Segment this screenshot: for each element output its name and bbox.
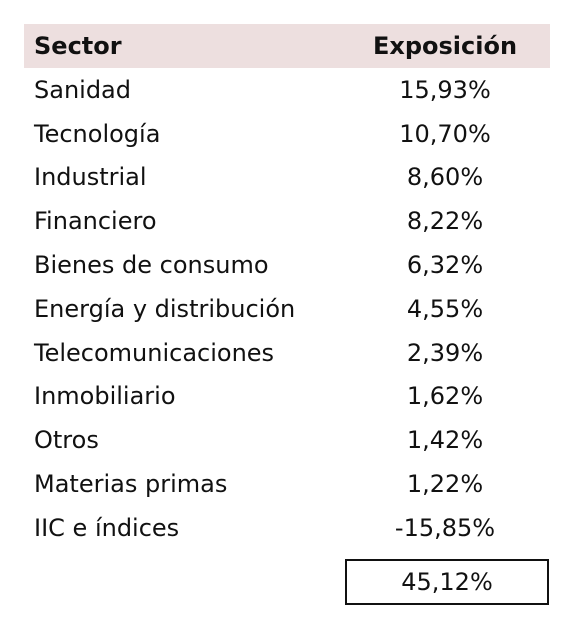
- table-row: IIC e índices -15,85%: [24, 506, 550, 550]
- table-header: Sector Exposición: [24, 24, 550, 68]
- table-row: Inmobiliario 1,62%: [24, 375, 550, 419]
- table-row: Industrial 8,60%: [24, 156, 550, 200]
- total-exposure-box: 45,12%: [345, 558, 549, 605]
- sector-exposure-table: Sector Exposición Sanidad 15,93% Tecnolo…: [24, 24, 550, 605]
- exposure-value: 8,60%: [406, 163, 484, 192]
- exposure-value: 1,42%: [406, 426, 484, 455]
- table-row: Materias primas 1,22%: [24, 462, 550, 506]
- sector-name: Energía y distribución: [34, 294, 296, 323]
- header-exposure: Exposición: [372, 32, 518, 60]
- exposure-value: 2,39%: [406, 338, 484, 367]
- table-row: Otros 1,42%: [24, 418, 550, 462]
- sector-name: Sanidad: [34, 75, 131, 104]
- table-row: Sanidad 15,93%: [24, 68, 550, 112]
- sector-name: IIC e índices: [34, 513, 180, 542]
- table-row: Telecomunicaciones 2,39%: [24, 331, 550, 375]
- table-row: Bienes de consumo 6,32%: [24, 243, 550, 287]
- exposure-value: 6,32%: [406, 251, 484, 280]
- sector-name: Inmobiliario: [34, 382, 176, 411]
- exposure-value: 8,22%: [406, 207, 484, 236]
- sector-name: Bienes de consumo: [34, 251, 269, 280]
- header-sector: Sector: [34, 32, 122, 60]
- sector-name: Financiero: [34, 207, 157, 236]
- exposure-value: 1,62%: [406, 382, 484, 411]
- exposure-value: -15,85%: [394, 513, 496, 542]
- sector-name: Otros: [34, 426, 99, 455]
- sector-name: Telecomunicaciones: [34, 338, 275, 367]
- sector-name: Tecnología: [34, 119, 161, 148]
- sector-name: Industrial: [34, 163, 147, 192]
- exposure-value: 1,22%: [406, 470, 484, 499]
- exposure-value: 15,93%: [399, 75, 491, 104]
- table-row: Tecnología 10,70%: [24, 112, 550, 156]
- exposure-value: 10,70%: [399, 119, 491, 148]
- table-row: Financiero 8,22%: [24, 199, 550, 243]
- sector-name: Materias primas: [34, 470, 228, 499]
- exposure-value: 4,55%: [406, 294, 484, 323]
- table-row: Energía y distribución 4,55%: [24, 287, 550, 331]
- total-row: 45,12%: [24, 558, 550, 605]
